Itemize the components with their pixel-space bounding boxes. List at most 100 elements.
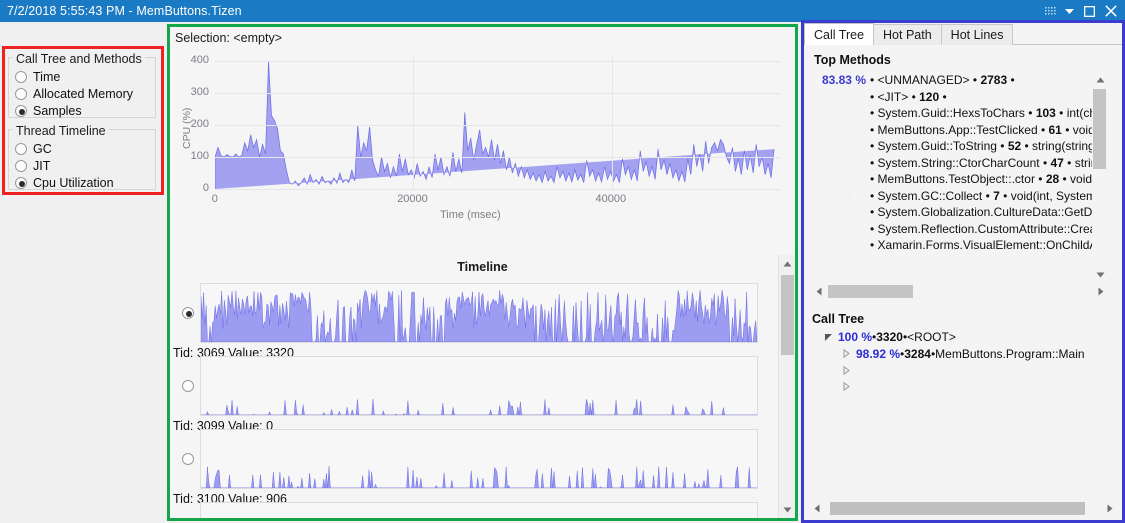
close-icon[interactable] xyxy=(1099,0,1123,22)
timeline-row-radio[interactable] xyxy=(180,378,196,394)
top-methods-list[interactable]: 83.83 % • <UNMANAGED> • 2783 • 1.91 % • … xyxy=(810,73,1100,255)
top-methods-row[interactable]: 0.18 % • System.Globalization.CultureDat… xyxy=(810,205,1100,222)
timeline-row-radio[interactable] xyxy=(180,305,196,321)
method-detail: • Xamarin.Forms.VisualElement::OnChildAd… xyxy=(870,238,1100,252)
node-detail: •3284•MemButtons.Program::Main xyxy=(900,347,1085,361)
timeline-row-plot[interactable] xyxy=(200,502,758,518)
radio-option-allocated-memory[interactable]: Allocated Memory xyxy=(15,86,156,102)
method-sample-count: 47 xyxy=(1050,155,1064,170)
timeline-row-plot[interactable] xyxy=(200,356,758,416)
chart-y-tick-label: 200 xyxy=(190,118,209,131)
radio-icon[interactable] xyxy=(15,177,27,189)
top-methods-horizontal-scrollbar[interactable] xyxy=(812,284,1107,299)
radio-icon[interactable] xyxy=(15,105,27,117)
method-percent: 0.21 % xyxy=(828,188,866,203)
scroll-down-icon[interactable] xyxy=(1092,266,1109,283)
radio-option-time[interactable]: Time xyxy=(15,69,156,85)
top-methods-row[interactable]: 0.84 % • MemButtons.TestObject::.ctor • … xyxy=(810,172,1100,189)
node-sample-count: 6 xyxy=(897,379,905,394)
scroll-up-icon[interactable] xyxy=(779,255,795,272)
expander-collapsed-icon[interactable] xyxy=(840,382,852,392)
bullet-separator: • xyxy=(1007,73,1015,87)
timeline-row-plot[interactable] xyxy=(200,429,758,489)
scroll-left-icon[interactable] xyxy=(810,502,823,515)
top-methods-row[interactable]: 1.91 % • <JIT> • 120 • xyxy=(810,90,1100,107)
method-detail: • System.Guid::HexsToChars • 103 • int(c… xyxy=(870,106,1100,120)
scroll-right-icon[interactable] xyxy=(1103,502,1116,515)
method-sample-count: 120 xyxy=(919,89,940,104)
method-name: System.GC::Collect xyxy=(877,188,983,203)
tab-hot-lines[interactable]: Hot Lines xyxy=(940,24,1014,45)
timeline-row-plot[interactable] xyxy=(200,283,758,343)
scrollbar-thumb[interactable] xyxy=(1093,89,1106,169)
bullet-separator: • xyxy=(999,188,1011,203)
method-name: System.Guid::HexsToChars xyxy=(877,106,1025,120)
top-methods-row[interactable]: 1.84 % • MemButtons.App::TestClicked • 6… xyxy=(810,123,1100,140)
call-tree-panel-inner: Call Tree Hot Path Hot Lines Top Methods 8… xyxy=(804,23,1122,520)
chart-x-tick-label: 40000 xyxy=(595,193,627,205)
radio-option-jit[interactable]: JIT xyxy=(15,158,156,174)
tab-call-tree[interactable]: Call Tree xyxy=(804,23,875,45)
scrollbar-thumb[interactable] xyxy=(830,502,1085,515)
call-tree-row[interactable]: 0.18 % •6•System.AppDomain::Setup xyxy=(812,379,1122,396)
call-tree-row[interactable]: 0.03 % •1•<JIT> xyxy=(812,395,1122,412)
method-name: System.Reflection.CustomAttribute::Creat… xyxy=(877,221,1100,236)
call-tree-horizontal-scrollbar[interactable] xyxy=(810,501,1116,516)
radio-option-gc[interactable]: GC xyxy=(15,141,156,157)
timeline-scrollbar[interactable] xyxy=(778,255,795,518)
bullet-separator: • xyxy=(908,89,920,104)
top-methods-row[interactable]: 83.83 % • <UNMANAGED> • 2783 • xyxy=(810,73,1100,90)
left-options-panel: Call Tree and Methods Time Allocated Mem… xyxy=(0,22,166,523)
radio-icon[interactable] xyxy=(182,307,194,319)
scroll-down-icon[interactable] xyxy=(779,501,795,518)
timeline-panel: Selection: <empty> CPU (%) 0 100 200 300 400… xyxy=(167,24,798,521)
radio-icon[interactable] xyxy=(15,71,27,83)
scrollbar-thumb[interactable] xyxy=(828,285,913,298)
group-thread-timeline: Thread Timeline GC JIT Cpu Utilization xyxy=(8,122,156,190)
call-tree-row[interactable]: 100 % •3320•<ROOT> xyxy=(812,329,1122,346)
tab-strip: Call Tree Hot Path Hot Lines xyxy=(804,23,1122,45)
radio-icon[interactable] xyxy=(15,143,27,155)
bullet-separator: • xyxy=(1039,155,1051,170)
top-methods-row[interactable]: 1.57 % • System.Guid::ToString • 52 • st… xyxy=(810,139,1100,156)
expander-collapsed-icon[interactable] xyxy=(840,349,852,359)
chevron-down-icon[interactable] xyxy=(1059,0,1079,22)
radio-option-samples[interactable]: Samples xyxy=(15,103,156,119)
top-methods-row[interactable]: 3.1 % • System.Guid::HexsToChars • 103 •… xyxy=(810,106,1100,123)
method-name: System.Guid::ToString xyxy=(877,139,997,153)
bullet-separator: • xyxy=(1061,122,1073,137)
call-tree-row[interactable]: 0.72 % •24•System.AppDomain::PrepareDataF… xyxy=(812,362,1122,379)
call-tree-row[interactable]: 98.92 % •3284•MemButtons.Program::Main xyxy=(812,346,1122,363)
chart-plot-area[interactable] xyxy=(214,55,780,190)
timeline-row-radio[interactable] xyxy=(180,451,196,467)
top-methods-row[interactable]: 0.09 % • Xamarin.Forms.VisualElement::On… xyxy=(810,238,1100,255)
top-methods-vertical-scrollbar[interactable] xyxy=(1092,71,1107,283)
radio-option-cpu-utilization[interactable]: Cpu Utilization xyxy=(15,175,156,191)
scrollbar-thumb[interactable] xyxy=(781,275,794,355)
method-percent: 1.84 % xyxy=(828,122,866,137)
maximize-icon[interactable] xyxy=(1079,0,1099,22)
radio-icon[interactable] xyxy=(182,380,194,392)
chart-y-tick-label: 0 xyxy=(202,182,209,194)
node-percent: 0.03 % xyxy=(856,396,894,411)
bullet-separator: • xyxy=(870,139,878,153)
radio-icon[interactable] xyxy=(182,453,194,465)
tab-hot-path[interactable]: Hot Path xyxy=(873,24,942,45)
radio-label: JIT xyxy=(33,159,51,173)
radio-icon[interactable] xyxy=(15,88,27,100)
expander-expanded-icon[interactable] xyxy=(822,333,834,342)
expander-collapsed-icon[interactable] xyxy=(840,365,852,375)
radio-icon[interactable] xyxy=(15,160,27,172)
bullet-separator: • xyxy=(982,188,994,203)
method-detail: • System.String::CtorCharCount • 47 • st… xyxy=(870,156,1100,170)
chart-x-tick-label: 20000 xyxy=(397,193,428,205)
scroll-left-icon[interactable] xyxy=(812,285,825,298)
scroll-up-icon[interactable] xyxy=(1092,71,1109,88)
call-tree-list[interactable]: 100 % •3320•<ROOT> 98.92 % •3284•MemButtons… xyxy=(812,329,1122,412)
top-methods-row[interactable]: 0.21 % • System.GC::Collect • 7 • void(i… xyxy=(810,189,1100,206)
method-signature: void( xyxy=(1070,172,1097,186)
top-methods-row[interactable]: 0.09 % • System.Reflection.CustomAttribu… xyxy=(810,222,1100,239)
node-detail: •24•System.AppDomain::PrepareDataForS xyxy=(893,363,1122,377)
top-methods-row[interactable]: 1.42 % • System.String::CtorCharCount • … xyxy=(810,156,1100,173)
scroll-right-icon[interactable] xyxy=(1094,285,1107,298)
